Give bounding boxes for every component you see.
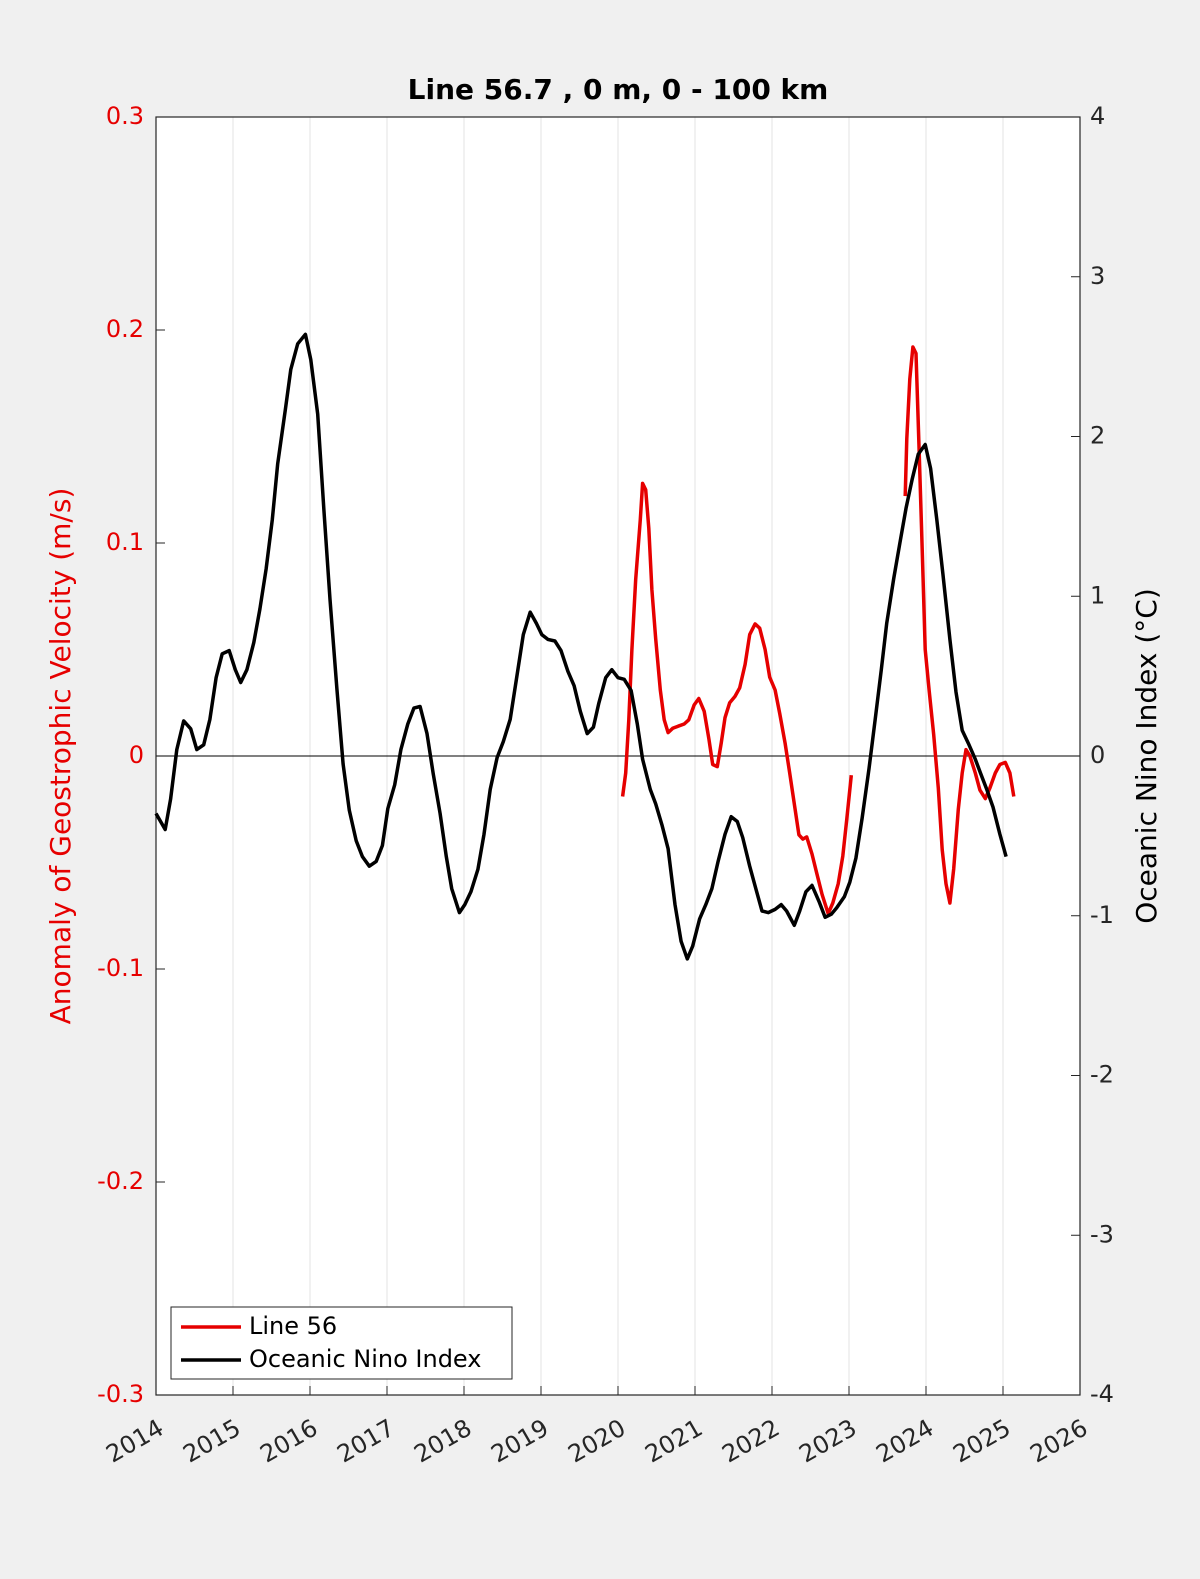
x-tick-label: 2018 bbox=[409, 1414, 476, 1469]
legend-label: Oceanic Nino Index bbox=[249, 1345, 481, 1373]
x-tick-label: 2020 bbox=[563, 1414, 630, 1469]
series-line bbox=[154, 332, 1008, 961]
y2-tick-label: 4 bbox=[1090, 102, 1105, 130]
series-line bbox=[620, 345, 1016, 916]
y2-tick-label: 3 bbox=[1090, 262, 1105, 290]
y-tick-label: -0.1 bbox=[97, 954, 144, 982]
y2-tick-label: -1 bbox=[1090, 901, 1114, 929]
x-tick-label: 2021 bbox=[640, 1414, 707, 1469]
x-tick-label: 2016 bbox=[255, 1414, 322, 1469]
legend: Line 56 Oceanic Nino Index bbox=[170, 1306, 513, 1380]
y2-tick-label: -4 bbox=[1090, 1380, 1114, 1408]
y2-tick-label: -3 bbox=[1090, 1220, 1114, 1248]
y2-tick-label: 0 bbox=[1090, 741, 1105, 769]
x-tick-label: 2026 bbox=[1025, 1414, 1092, 1469]
y-tick-label: 0.2 bbox=[106, 315, 144, 343]
y-tick-label: 0 bbox=[129, 741, 144, 769]
y-tick-label: -0.3 bbox=[97, 1380, 144, 1408]
y2-tick-label: -2 bbox=[1090, 1061, 1114, 1089]
plot-frame bbox=[155, 116, 1081, 1396]
x-tick-label: 2015 bbox=[178, 1414, 245, 1469]
y-tick-label: 0.1 bbox=[106, 528, 144, 556]
legend-label: Line 56 bbox=[249, 1312, 337, 1340]
chart-title: Line 56.7 , 0 m, 0 - 100 km bbox=[408, 73, 829, 106]
x-tick-label: 2019 bbox=[486, 1414, 553, 1469]
y-axis-label: Anomaly of Geostrophic Velocity (m/s) bbox=[44, 488, 77, 1025]
x-tick-label: 2025 bbox=[948, 1414, 1015, 1469]
x-tick-label: 2024 bbox=[871, 1414, 938, 1469]
legend-box bbox=[170, 1306, 513, 1380]
y2-tick-label: 2 bbox=[1090, 422, 1105, 450]
x-tick-label: 2017 bbox=[332, 1414, 399, 1469]
x-tick-label: 2022 bbox=[717, 1414, 784, 1469]
y2-axis-label: Oceanic Nino Index (°C) bbox=[1130, 588, 1163, 924]
y2-tick-label: 1 bbox=[1090, 581, 1105, 609]
y-tick-label: -0.2 bbox=[97, 1167, 144, 1195]
y-tick-label: 0.3 bbox=[106, 102, 144, 130]
x-tick-label: 2023 bbox=[794, 1414, 861, 1469]
x-tick-label: 2014 bbox=[101, 1414, 168, 1469]
